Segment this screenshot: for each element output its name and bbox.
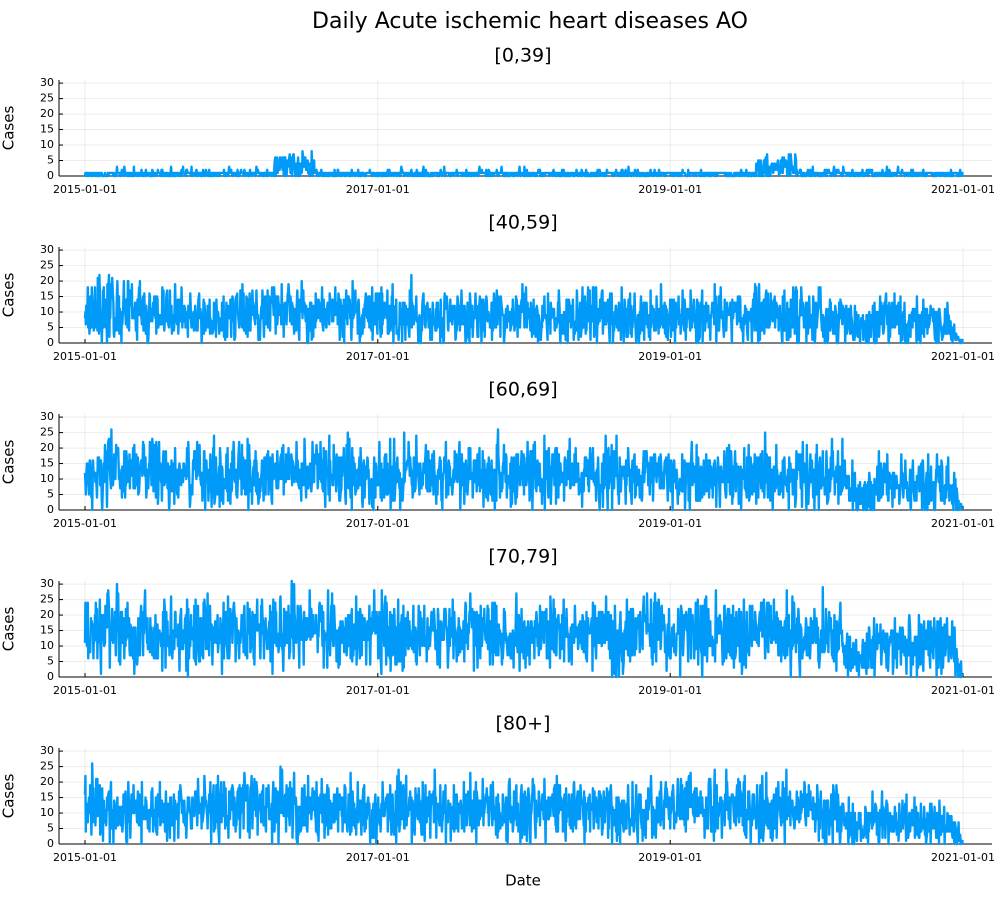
panel-title: [0,39] [494,45,551,67]
y-tick-label: 15 [40,791,54,804]
y-tick-label: 10 [40,639,54,652]
y-tick-label: 0 [47,503,54,516]
y-tick-label: 5 [47,154,54,167]
y-tick-label: 30 [40,744,54,757]
x-tick-label: 2021-01-01 [931,183,995,196]
x-tick-label: 2015-01-01 [53,183,117,196]
x-tick-label: 2019-01-01 [638,183,702,196]
y-tick-label: 15 [40,123,54,136]
x-tick-label: 2017-01-01 [346,684,410,697]
y-tick-label: 20 [40,775,54,788]
x-tick-label: 2015-01-01 [53,684,117,697]
panel-2: [40,59] 0 5 10 15 20 25 30 2015-01-01 2017-01-01 2… [0,212,995,364]
panel-title: [80+] [496,713,551,735]
y-tick-label: 10 [40,472,54,485]
y-tick-label: 30 [40,243,54,256]
y-tick-label: 15 [40,290,54,303]
x-tick-label: 2019-01-01 [638,684,702,697]
y-tick-label: 25 [40,426,54,439]
x-axis-label: Date [505,872,541,890]
y-tick-label: 5 [47,488,54,501]
y-tick-label: 20 [40,107,54,120]
y-tick-label: 20 [40,608,54,621]
x-tick-label: 2017-01-01 [346,183,410,196]
chart-title: Daily Acute ischemic heart diseases AO [312,9,748,34]
y-tick-label: 25 [40,593,54,606]
y-tick-label: 5 [47,321,54,334]
x-tick-label: 2019-01-01 [638,350,702,363]
x-tick-label: 2015-01-01 [53,851,117,864]
series-line [83,150,964,178]
panel-3: [60,69] 0 5 10 15 20 25 30 2015-01-01 2017-01-01 2… [0,379,995,531]
x-tick-label: 2021-01-01 [931,851,995,864]
panels-container: [0,39] 0 5 10 15 20 25 30 2015-01-01 2017-01-01 20… [0,45,995,865]
y-axis-label: Cases [0,273,18,318]
y-axis-label: Cases [0,106,18,151]
y-tick-label: 25 [40,92,54,105]
y-axis-label: Cases [0,774,18,819]
x-tick-label: 2019-01-01 [638,851,702,864]
y-tick-label: 30 [40,577,54,590]
panel-1: [0,39] 0 5 10 15 20 25 30 2015-01-01 2017-01-01 20… [0,45,995,197]
y-tick-label: 10 [40,806,54,819]
y-tick-label: 20 [40,274,54,287]
y-tick-label: 25 [40,259,54,272]
x-tick-label: 2021-01-01 [931,350,995,363]
y-axis-label: Cases [0,440,18,485]
y-tick-label: 10 [40,305,54,318]
panel-title: [70,79] [488,546,557,568]
series-line [83,428,964,512]
y-tick-label: 15 [40,457,54,470]
series-line [83,579,964,679]
x-tick-label: 2019-01-01 [638,517,702,530]
y-tick-label: 20 [40,441,54,454]
y-tick-label: 30 [40,410,54,423]
y-tick-label: 25 [40,760,54,773]
series-line [83,762,964,846]
y-tick-label: 10 [40,138,54,151]
x-tick-label: 2021-01-01 [931,517,995,530]
panel-title: [40,59] [488,212,557,234]
panel-5: [80+] 0 5 10 15 20 25 30 2015-01-01 2017-01-01 201… [0,713,995,865]
y-tick-label: 5 [47,655,54,668]
y-tick-label: 0 [47,670,54,683]
series-line [83,273,964,345]
x-tick-label: 2017-01-01 [346,517,410,530]
y-tick-label: 30 [40,76,54,89]
y-axis-label: Cases [0,607,18,652]
y-tick-label: 0 [47,336,54,349]
x-tick-label: 2021-01-01 [931,684,995,697]
y-tick-label: 0 [47,837,54,850]
panel-title: [60,69] [488,379,557,401]
x-tick-label: 2015-01-01 [53,350,117,363]
y-tick-label: 0 [47,169,54,182]
panel-4: [70,79] 0 5 10 15 20 25 30 2015-01-01 2017-01-01 2… [0,546,995,698]
x-tick-label: 2015-01-01 [53,517,117,530]
y-tick-label: 15 [40,624,54,637]
x-tick-label: 2017-01-01 [346,851,410,864]
y-tick-label: 5 [47,822,54,835]
x-tick-label: 2017-01-01 [346,350,410,363]
